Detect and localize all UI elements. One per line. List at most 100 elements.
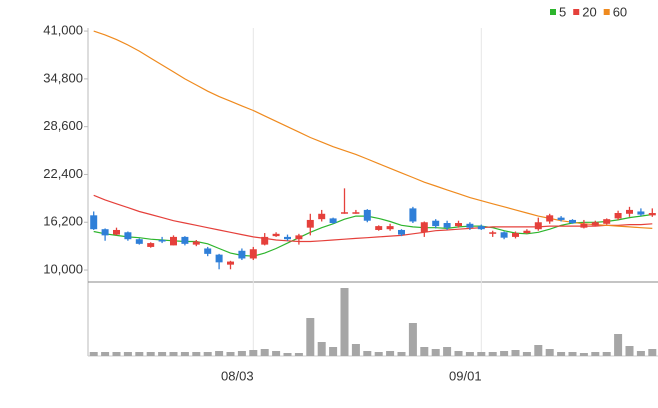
volume-bar (363, 351, 372, 356)
volume-bar (591, 352, 600, 356)
candle-body (124, 232, 132, 240)
y-tick-label: 41,000 (43, 23, 83, 38)
candle-body (557, 217, 565, 220)
volume-bar (294, 353, 303, 356)
candle-body (284, 236, 291, 240)
volume-bar (260, 349, 269, 356)
volume-bar (306, 318, 315, 356)
candle-body (420, 222, 428, 233)
candle-body (591, 222, 599, 226)
volume-bar (192, 352, 201, 356)
volume-bar (317, 342, 326, 356)
legend-label: 5 (559, 4, 566, 19)
candle-body (192, 241, 200, 245)
y-tick-label: 16,200 (43, 214, 83, 229)
candle-body (546, 215, 554, 222)
volume-bar (636, 351, 645, 356)
volume-bar (557, 352, 566, 356)
candle-body (648, 213, 656, 216)
volume-bar (135, 352, 144, 356)
candle-body (489, 232, 497, 234)
candle-body (341, 212, 348, 214)
volume-bar (386, 351, 395, 356)
candle-body (204, 248, 212, 254)
volume-bar (237, 351, 246, 356)
volume-bar (545, 349, 554, 356)
candle-body (477, 226, 485, 230)
candle-body (113, 229, 120, 235)
volume-bar (180, 352, 189, 356)
candle-body (181, 236, 189, 244)
volume-bar (226, 352, 235, 356)
legend-label: 60 (613, 4, 627, 19)
ma-line (93, 30, 653, 229)
volume-bar (340, 288, 349, 356)
candle-body (272, 233, 280, 237)
volume-bar (112, 352, 121, 356)
y-tick-label: 28,600 (43, 118, 83, 133)
ma-line (93, 194, 653, 243)
candle-body (306, 219, 314, 228)
volume-bar (123, 352, 132, 356)
candle-body (386, 226, 394, 230)
candle-body (466, 223, 474, 228)
candle-body (101, 229, 109, 236)
legend-swatch (550, 9, 556, 15)
volume-bar (443, 347, 452, 356)
volume-bar (329, 347, 338, 356)
candle-body (318, 213, 326, 220)
candle-body (455, 223, 462, 227)
candle-body (90, 215, 98, 230)
candle-body (512, 233, 519, 237)
volume-bar (215, 351, 224, 356)
volume-bar (408, 323, 417, 356)
candle-body (215, 254, 223, 263)
x-tick-label: 09/01 (449, 368, 482, 383)
volume-bar (431, 349, 440, 356)
volume-bar (568, 352, 577, 356)
candle-body (534, 222, 542, 230)
volume-bar (500, 351, 509, 356)
y-tick-label: 10,000 (43, 261, 83, 276)
volume-bar (158, 352, 167, 356)
volume-bar (249, 350, 258, 356)
legend-swatch (603, 9, 610, 15)
candle-body (261, 236, 269, 245)
candle-body (329, 218, 337, 224)
candle-body (170, 236, 177, 246)
candle-body (432, 220, 440, 227)
volume-bar (511, 350, 520, 356)
candle-body (147, 243, 155, 247)
volume-bar (169, 352, 178, 356)
candle-body (443, 223, 451, 228)
volume-bar (625, 346, 634, 356)
candle-body (398, 229, 405, 235)
volume-bar (579, 353, 588, 356)
volume-bar (89, 352, 98, 356)
volume-bar (477, 352, 486, 356)
candle-body (569, 219, 576, 224)
candle-body (295, 235, 303, 240)
candle-body (375, 226, 383, 230)
volume-bar (648, 349, 657, 356)
candle-body (227, 261, 234, 265)
volume-bar (488, 352, 497, 356)
legend-label: 20 (582, 4, 596, 19)
legend-swatch (573, 9, 580, 15)
volume-bar (351, 344, 360, 356)
candle-body (626, 209, 633, 214)
candle-body (363, 209, 371, 221)
volume-bar (454, 351, 463, 356)
candle-body (238, 250, 246, 259)
volume-bar (614, 334, 623, 356)
volume-bar (146, 352, 155, 356)
volume-bar (203, 352, 212, 356)
volume-bar (283, 353, 292, 356)
volume-bar (534, 345, 543, 356)
candle-body (580, 223, 588, 228)
volume-bar (465, 352, 474, 356)
y-tick-label: 22,400 (43, 166, 83, 181)
candle-body (409, 208, 417, 222)
candle-body (135, 239, 143, 244)
